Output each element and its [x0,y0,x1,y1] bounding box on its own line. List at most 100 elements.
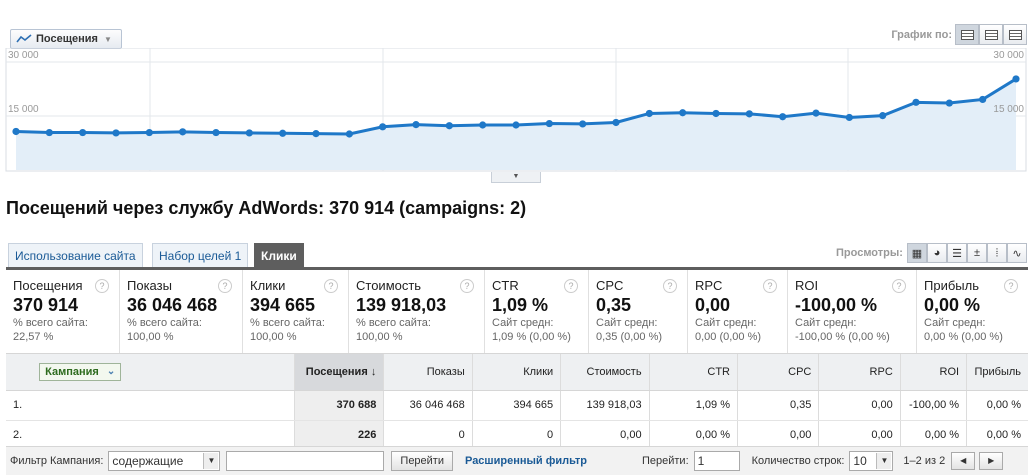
column-header-profit[interactable]: Прибыль [966,354,1028,391]
metric-selector[interactable]: Посещения ▼ [10,29,122,49]
comparison-view-icon[interactable]: ± [967,243,987,263]
metric-value: 0,00 [695,295,731,315]
column-header-ctr[interactable]: CTR [648,354,738,391]
chart-data-point [512,121,520,129]
rows-per-page-select[interactable]: 10 ▼ [849,451,894,471]
campaign-dimension-label: Кампания [45,365,99,378]
metric-sub-label: % всего сайта: [356,317,431,329]
column-header-cpc[interactable]: CPC [736,354,819,391]
prev-page-button[interactable]: ◀ [951,452,976,470]
advanced-filter-link[interactable]: Расширенный фильтр [465,455,587,467]
pivot-view-icon[interactable]: ⦙ [987,243,1007,263]
chart-data-point [945,99,953,107]
table-row: 1. 370 688 36 046 468 394 665 139 918,03… [6,390,1028,421]
column-header-impressions[interactable]: Показы [383,354,473,391]
chart-data-point [679,109,687,117]
chart-data-point [745,110,753,118]
column-header-rpc[interactable]: RPC [818,354,901,391]
cell-cost: 139 918,03 [560,390,650,421]
chart-data-point [145,128,153,137]
chart-data-point [879,112,887,120]
chart-data-point [1012,75,1020,83]
table-row: 2. 226 0 0 0,00 0,00 % 0,00 0,00 0,00 % … [6,420,1028,451]
column-header-roi[interactable]: ROI [899,354,967,391]
metric-card-profit: Прибыль 0,00 % Сайт средн: 0,00 % (0,00 … [917,270,1028,353]
metric-sub-label: % всего сайта: [127,317,202,329]
help-icon[interactable]: ? [218,279,232,293]
tab-clicks[interactable]: Клики [254,243,304,268]
chart-collapse-handle[interactable]: ▼ [491,172,541,183]
views-label: Просмотры: [836,247,903,259]
page-title: Посещений через службу AdWords: 370 914 … [6,198,527,218]
metric-value: 394 665 [250,295,316,315]
metric-sub-label: Сайт средн: [795,317,857,329]
help-icon[interactable]: ? [663,279,677,293]
pie-view-icon[interactable]: ◕ [927,243,947,263]
cell-visits: 370 688 [293,390,384,421]
help-icon[interactable]: ? [763,279,777,293]
metric-sub-label: Сайт средн: [695,317,757,329]
goto-page-input[interactable]: 1 [693,451,740,471]
metric-sub-value: -100,00 % (0,00 %) [795,331,890,343]
tab-divider [6,267,1028,270]
chart-area-fill [16,78,1016,170]
help-icon[interactable]: ? [1004,279,1018,293]
column-header-cost[interactable]: Стоимость [560,354,650,391]
next-page-button[interactable]: ▶ [979,452,1004,470]
chart-data-point [412,121,420,129]
metric-label: Посещения [13,278,83,293]
metric-sub-label: Сайт средн: [924,317,986,329]
apply-filter-button[interactable]: Перейти [391,451,453,471]
pagination-range: 1–2 из 2 [903,455,946,467]
filter-operator-select[interactable]: содержащие ▼ [108,451,221,471]
metric-card-visits: Посещения 370 914 % всего сайта: 22,57 %… [6,270,120,353]
rows-per-page-label: Количество строк: [751,455,845,467]
metric-label: Показы [127,278,172,293]
chart-data-point [645,109,653,118]
cell-visits: 226 [293,420,384,451]
chart-data-point [245,129,253,137]
help-icon[interactable]: ? [95,279,109,293]
help-icon[interactable]: ? [460,279,474,293]
campaign-table: Кампания ⌄ Посещения ↓ Показы Клики Стои… [6,354,1028,451]
chart-data-point [312,130,320,138]
metric-value: 370 914 [13,295,79,315]
filter-text-input[interactable] [226,451,385,471]
help-icon[interactable]: ? [564,279,578,293]
table-footer: Фильтр Кампания: содержащие ▼ Перейти Ра… [6,446,1028,475]
campaign-name-cell[interactable] [32,390,295,421]
cell-ctr: 0,00 % [648,420,738,451]
table-view-icon[interactable]: ▦ [907,243,927,263]
chart-data-point [445,122,453,130]
tab-goal-set-1[interactable]: Набор целей 1 [152,243,249,268]
metric-card-cost: Стоимость 139 918,03 % всего сайта: 100,… [349,270,485,353]
views-switcher: ▦ ◕ ☰ ± ⦙ ∿ [907,243,1027,263]
metric-sub-value: 100,00 % [127,331,174,343]
campaign-name-cell[interactable] [32,420,295,451]
rows-per-page-value: 10 [853,454,867,468]
day-view-icon[interactable] [955,24,979,45]
metric-sub-value: 100,00 % [250,331,297,343]
chart-data-point [479,121,487,129]
sparkline-view-icon[interactable]: ∿ [1007,243,1027,263]
chart-data-point [812,109,820,117]
chart-data-point [912,98,920,106]
column-header-visits[interactable]: Посещения ↓ [293,354,384,391]
cell-rpc: 0,00 [818,390,901,421]
chart-y-tick-label-left: 15 000 [8,104,39,115]
month-view-icon[interactable] [1003,24,1027,45]
cell-rpc: 0,00 [818,420,901,451]
campaign-dimension-button[interactable]: Кампания ⌄ [39,362,122,381]
chart-data-point [712,109,720,118]
week-view-icon[interactable] [979,24,1003,45]
help-icon[interactable]: ? [324,279,338,293]
sort-down-arrow-icon: ↓ [370,365,377,378]
tab-site-usage[interactable]: Использование сайта [8,243,143,268]
metric-sub-label: % всего сайта: [250,317,325,329]
bar-view-icon[interactable]: ☰ [947,243,967,263]
help-icon[interactable]: ? [892,279,906,293]
column-header-clicks[interactable]: Клики [471,354,561,391]
chart-data-point [545,119,553,128]
metric-sub-label: Сайт средн: [492,317,554,329]
chart-data-point [612,118,620,127]
